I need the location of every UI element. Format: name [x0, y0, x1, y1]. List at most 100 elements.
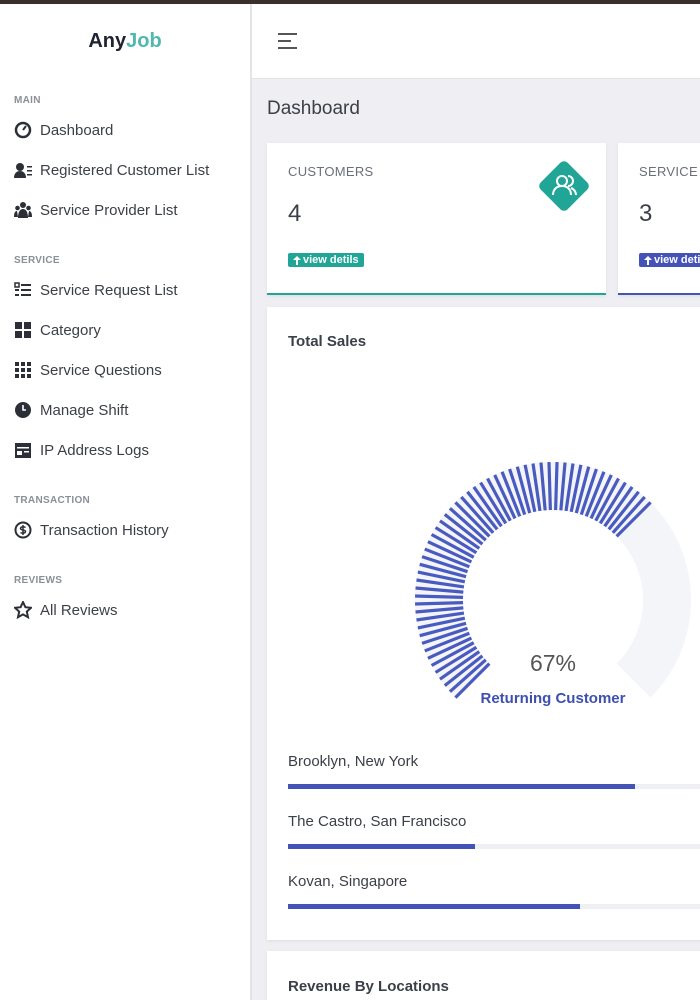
section-title: SERVICE: [14, 255, 60, 266]
gauge-tick: [443, 513, 484, 546]
gauge-tick: [454, 662, 491, 699]
view-details[interactable]: view detils: [639, 253, 700, 267]
gauge-tick: [500, 471, 522, 517]
menu-item[interactable]: Category: [14, 310, 244, 350]
menu-item[interactable]: Transaction History: [14, 510, 244, 550]
gauge-tick: [419, 562, 467, 579]
menu-icon: [14, 163, 32, 178]
menu-item[interactable]: IP Address Logs: [14, 430, 244, 470]
gauge-tick: [424, 631, 470, 653]
menu-icon: [15, 443, 31, 458]
gauge-tick: [523, 464, 537, 513]
progress-track: [288, 904, 700, 909]
menu-item[interactable]: Service Request List: [14, 270, 244, 310]
section-title: REVIEWS: [14, 575, 63, 586]
gauge-tick: [454, 501, 491, 538]
menu-label: Service Questions: [40, 361, 162, 379]
gauge-tick: [515, 466, 532, 514]
progress-track: [288, 844, 700, 849]
menu-label: Manage Shift: [40, 401, 129, 419]
gauge-tick: [547, 462, 552, 511]
gauge-tick: [603, 486, 634, 528]
gauge-tick: [443, 654, 484, 687]
gauge-track: [415, 462, 691, 698]
menu-icon: [15, 322, 31, 338]
gauge-tick: [417, 616, 466, 630]
menu-item[interactable]: Registered Customer List: [14, 150, 244, 190]
gauge-tick: [421, 555, 469, 574]
header: [252, 4, 700, 79]
gauge-tick: [508, 468, 527, 516]
gauge-tick: [598, 481, 627, 525]
gauge: [415, 462, 691, 699]
gauge-tick: [584, 471, 606, 517]
menu-label: Service Request List: [40, 281, 178, 299]
location-row: The Castro, San Francisco: [288, 813, 700, 873]
view-details[interactable]: view detils: [288, 253, 364, 267]
link-text: view detils: [303, 254, 359, 266]
stat-value: 3: [639, 200, 653, 227]
gauge-tick: [430, 533, 475, 559]
menu-icon: [14, 282, 31, 296]
stat-icon: [539, 161, 589, 211]
progress-bar: [288, 844, 475, 849]
menu-item[interactable]: Service Provider List: [14, 190, 244, 230]
gauge-tick: [415, 594, 464, 599]
menu-icon: [14, 521, 32, 539]
gauge-tick: [493, 474, 517, 520]
menu-label: Transaction History: [40, 521, 169, 539]
total-sales-card: Total Sales 67% Returning Customer Brook…: [267, 307, 700, 940]
logo[interactable]: AnyJob: [0, 30, 250, 53]
gauge-tick: [607, 490, 640, 531]
gauge-tick: [427, 636, 473, 660]
menu-item[interactable]: Service Questions: [14, 350, 244, 390]
gauge-tick: [417, 570, 466, 584]
gauge-tick: [424, 547, 470, 569]
gauge-tick: [427, 540, 473, 564]
gauge-tick: [416, 611, 465, 622]
gauge-tick: [579, 468, 598, 516]
card-title: Total Sales: [288, 333, 367, 350]
menu-label: Category: [40, 321, 101, 339]
gauge-tick: [564, 463, 575, 512]
gauge-tick: [419, 621, 467, 638]
gauge-tick: [559, 462, 567, 511]
gauge-tick: [430, 641, 475, 667]
menu-item[interactable]: All Reviews: [14, 590, 244, 630]
menu-icon: [14, 202, 32, 218]
location-name: Brooklyn, New York: [288, 753, 419, 770]
menu-toggle[interactable]: [278, 32, 298, 50]
logo-any: Any: [88, 30, 127, 52]
menu-icon: [15, 402, 31, 418]
gauge-tick: [466, 490, 499, 531]
menu-item[interactable]: Manage Shift: [14, 390, 244, 430]
gauge-tick: [589, 474, 613, 520]
gauge-tick: [611, 495, 646, 534]
locations: Brooklyn, New York The Castro, San Franci…: [288, 753, 700, 933]
gauge-tick: [569, 464, 583, 513]
gauge-tick: [434, 526, 478, 555]
menu-icon: [15, 362, 31, 378]
sidebar: AnyJob MAIN Dashboard Registered Customer …: [0, 4, 252, 1000]
gauge-tick: [531, 463, 542, 512]
gauge-tick: [574, 466, 591, 514]
stat-card: CUSTOMERS 4 view detils: [267, 143, 606, 295]
menu-label: Dashboard: [40, 121, 114, 139]
stat-value: 4: [288, 200, 302, 227]
progress-bar: [288, 904, 580, 909]
menu-item[interactable]: Dashboard: [14, 110, 244, 150]
progress-track: [288, 784, 700, 789]
gauge-tick: [615, 501, 652, 538]
gauge-tick: [486, 477, 512, 522]
menu: MAIN Dashboard Registered Customer List Ser…: [14, 92, 244, 630]
gauge-tick: [554, 462, 559, 511]
gauge-tick: [421, 626, 469, 645]
gauge-tick: [479, 481, 508, 525]
location-name: The Castro, San Francisco: [288, 813, 467, 830]
gauge-fill: [415, 462, 652, 699]
menu-label: All Reviews: [40, 601, 118, 619]
gauge-tick: [416, 578, 465, 589]
gauge-tick: [472, 486, 503, 528]
revenue-card: Revenue By Locations: [267, 951, 700, 1000]
